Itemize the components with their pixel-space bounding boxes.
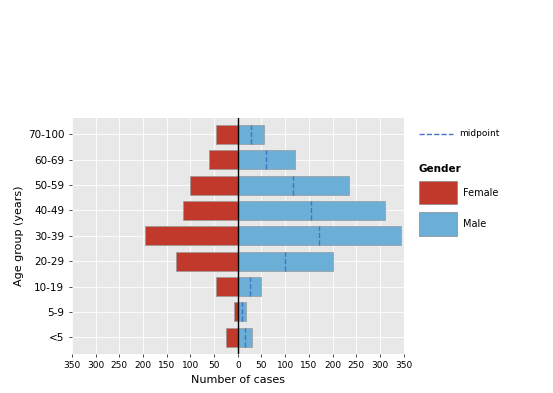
Bar bbox=[190, 176, 238, 195]
Bar bbox=[210, 150, 238, 169]
Bar bbox=[238, 176, 349, 195]
Bar bbox=[238, 150, 295, 169]
Bar bbox=[238, 201, 385, 220]
Bar bbox=[183, 201, 238, 220]
Bar bbox=[238, 277, 262, 296]
Text: Graphique 4. Répartition par âge et sexe des cas ed COVID-19 dans les
Région d'A: Graphique 4. Répartition par âge et sexe… bbox=[8, 27, 521, 58]
Y-axis label: Age group (years): Age group (years) bbox=[14, 185, 24, 286]
Bar bbox=[238, 328, 252, 347]
Bar bbox=[238, 252, 332, 271]
Bar bbox=[145, 226, 238, 245]
Text: midpoint: midpoint bbox=[460, 129, 500, 138]
Bar bbox=[238, 125, 264, 144]
Bar bbox=[234, 302, 238, 321]
Text: Gender: Gender bbox=[419, 164, 462, 174]
FancyBboxPatch shape bbox=[419, 212, 457, 236]
Bar bbox=[238, 226, 401, 245]
Bar bbox=[226, 328, 238, 347]
Bar bbox=[238, 302, 246, 321]
Bar bbox=[216, 277, 238, 296]
Bar bbox=[216, 125, 238, 144]
FancyBboxPatch shape bbox=[419, 181, 457, 204]
Text: Female: Female bbox=[463, 187, 499, 198]
Text: Male: Male bbox=[463, 219, 487, 229]
X-axis label: Number of cases: Number of cases bbox=[191, 375, 285, 384]
Bar bbox=[176, 252, 238, 271]
